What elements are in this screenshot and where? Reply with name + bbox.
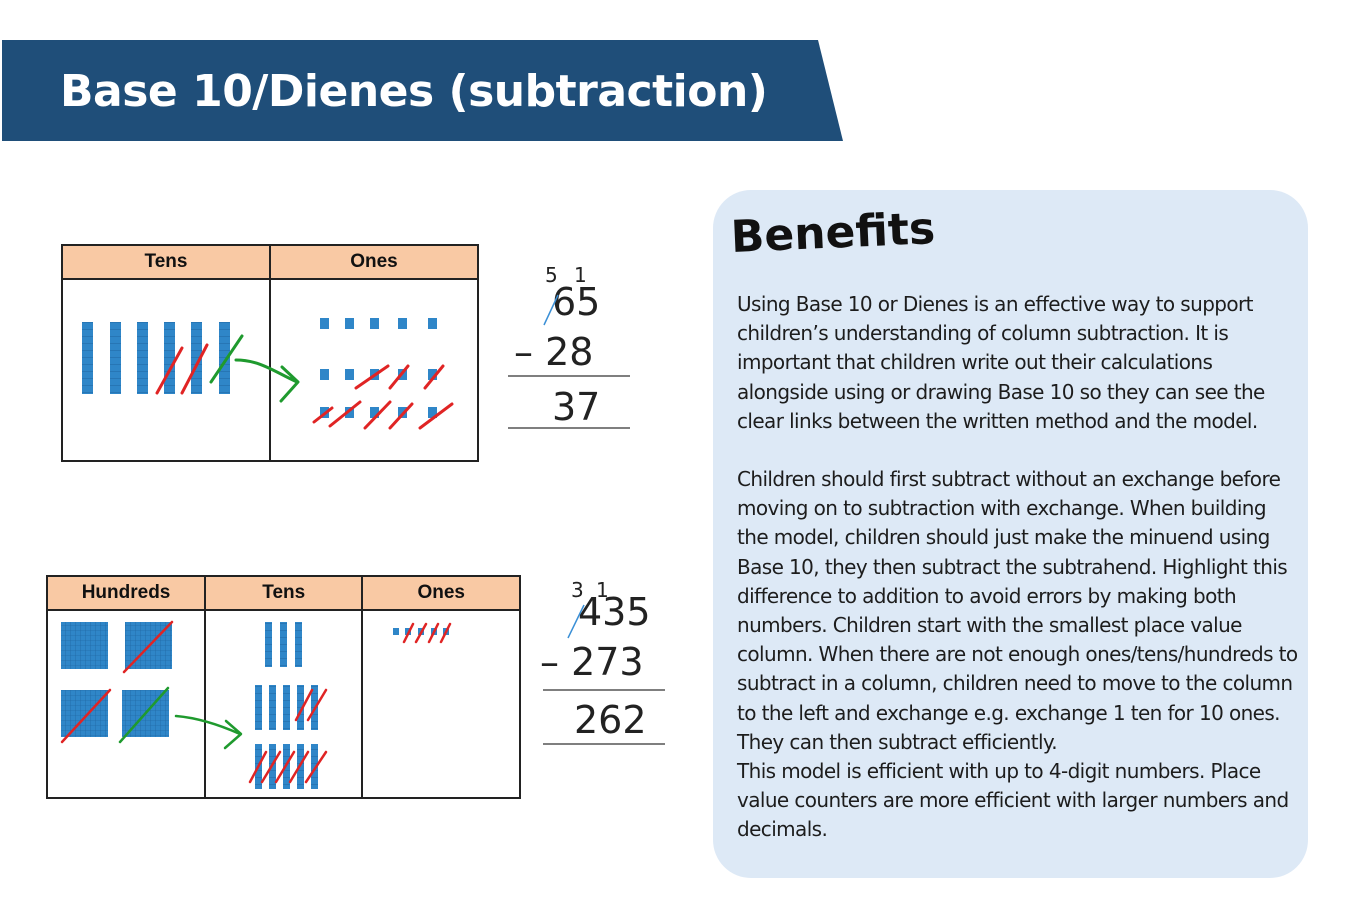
subtrahend: – 273 [540, 640, 644, 684]
place-value-table-2: Hundreds Tens Ones [45, 575, 521, 799]
benefits-panel [713, 190, 1308, 878]
hundreds-column-2 [45, 609, 207, 799]
header-ones: Ones [361, 575, 521, 611]
header-tens: Tens [204, 575, 364, 611]
benefits-heading: Benefits [729, 203, 937, 263]
minuend: 65 [552, 280, 601, 324]
header-ones: Ones [268, 244, 480, 280]
exchange-digit-ones: 1 [574, 263, 587, 287]
exchange-digit-hundreds: 3 [571, 578, 584, 602]
header-tens: Tens [61, 244, 271, 280]
tens-column-2 [204, 609, 364, 799]
minuend: 435 [578, 590, 651, 634]
exchange-digit-tens: 1 [596, 578, 609, 602]
ones-column-2 [361, 609, 521, 799]
answer: 37 [552, 385, 601, 429]
answer: 262 [574, 698, 647, 742]
place-value-table-1: Tens Ones [61, 244, 480, 462]
benefits-paragraph-1: Using Base 10 or Dienes is an effective … [737, 292, 1265, 433]
title-banner [2, 40, 843, 141]
exchange-digit-tens: 5 [545, 263, 558, 287]
tens-column-1 [61, 278, 271, 462]
page-title: Base 10/Dienes (subtraction) [60, 66, 768, 117]
ones-column-1 [268, 278, 480, 462]
benefits-text: Using Base 10 or Dienes is an effective … [737, 290, 1299, 845]
benefits-paragraph-3: This model is efficient with up to 4-dig… [737, 759, 1289, 842]
header-hundreds: Hundreds [45, 575, 207, 611]
benefits-paragraph-2: Children should first subtract without a… [737, 467, 1298, 754]
subtrahend: – 28 [514, 330, 594, 374]
